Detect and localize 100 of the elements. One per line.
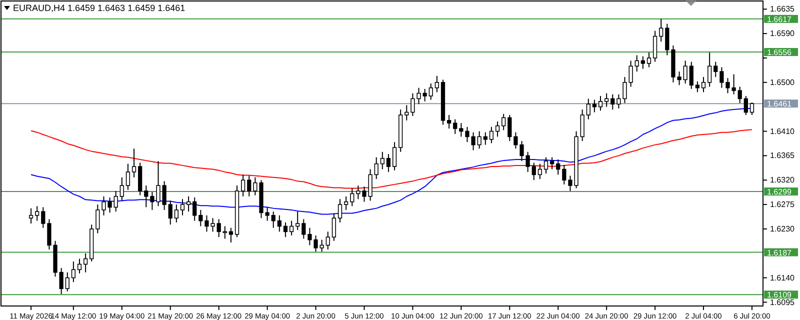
candlestick bbox=[634, 54, 639, 72]
candlestick bbox=[714, 61, 718, 78]
candlestick bbox=[610, 94, 615, 110]
candlestick bbox=[228, 227, 234, 244]
candlestick bbox=[302, 218, 306, 240]
candlestick bbox=[168, 200, 172, 226]
candlestick bbox=[738, 86, 742, 104]
ref-line-label: 1.6109 bbox=[767, 290, 792, 300]
candlestick bbox=[380, 151, 384, 170]
ref-line-label: 1.6556 bbox=[767, 48, 792, 58]
candlestick bbox=[508, 114, 512, 142]
candlestick bbox=[404, 104, 409, 121]
candlestick bbox=[550, 156, 554, 170]
candlestick bbox=[646, 52, 652, 68]
candlestick bbox=[683, 60, 688, 84]
candlestick bbox=[132, 148, 136, 178]
candlestick bbox=[174, 204, 178, 223]
candlestick bbox=[35, 206, 40, 222]
candlestick bbox=[332, 213, 336, 242]
candlestick bbox=[750, 102, 754, 116]
candlestick bbox=[338, 198, 342, 223]
candlestick bbox=[320, 239, 324, 252]
candlestick bbox=[446, 114, 452, 130]
candlestick bbox=[592, 99, 597, 113]
candlestick bbox=[241, 174, 246, 197]
candlestick bbox=[720, 66, 724, 88]
candlestick bbox=[350, 188, 354, 207]
candlestick bbox=[392, 142, 397, 171]
candlestick bbox=[598, 95, 603, 112]
candlestick bbox=[689, 61, 694, 90]
candlestick bbox=[65, 272, 70, 292]
candlestick bbox=[216, 218, 221, 238]
y-tick-label: 1.6590 bbox=[770, 29, 796, 38]
candlestick bbox=[144, 185, 148, 208]
candlestick bbox=[665, 23, 670, 56]
candlestick bbox=[277, 214, 282, 232]
candlestick bbox=[344, 196, 348, 210]
candlestick bbox=[640, 56, 645, 70]
candlestick bbox=[386, 154, 391, 172]
ref-line-label: 1.6617 bbox=[767, 14, 792, 24]
candlestick bbox=[544, 156, 548, 174]
candlestick bbox=[186, 196, 191, 212]
candlestick bbox=[453, 118, 458, 134]
y-tick-label: 1.6635 bbox=[770, 4, 796, 14]
candlestick bbox=[483, 132, 488, 146]
candlestick bbox=[502, 113, 506, 131]
candlestick bbox=[532, 162, 536, 181]
candlestick bbox=[374, 156, 378, 180]
candlestick bbox=[562, 164, 566, 185]
chart-title: EURAUD,H4 1.6459 1.6463 1.6459 1.6461 bbox=[13, 3, 186, 13]
candlestick bbox=[83, 252, 88, 273]
ref-line-label: 1.6187 bbox=[767, 248, 792, 258]
candlestick bbox=[538, 163, 542, 180]
candlestick bbox=[296, 211, 300, 231]
candlestick bbox=[495, 120, 500, 138]
candlestick bbox=[434, 75, 440, 93]
candlestick bbox=[114, 190, 118, 212]
candlestick bbox=[283, 222, 288, 238]
y-tick-label: 1.6230 bbox=[770, 224, 796, 234]
candlestick bbox=[659, 18, 664, 42]
y-tick-label: 1.6095 bbox=[770, 298, 796, 307]
candlestick bbox=[707, 52, 712, 88]
candlestick bbox=[459, 122, 464, 138]
candlestick bbox=[198, 209, 203, 227]
candlestick bbox=[556, 158, 560, 176]
candlestick bbox=[489, 126, 494, 144]
candlestick bbox=[586, 98, 590, 120]
y-tick-label: 1.6500 bbox=[770, 78, 796, 87]
candlestick bbox=[126, 163, 130, 190]
candlestick bbox=[477, 130, 482, 150]
candlestick bbox=[604, 92, 609, 108]
candlestick bbox=[580, 109, 584, 142]
candlestick bbox=[96, 204, 100, 234]
candlestick bbox=[652, 30, 658, 62]
candlestick bbox=[71, 261, 76, 283]
candlestick bbox=[326, 231, 330, 250]
y-tick-label: 1.6410 bbox=[770, 126, 796, 136]
ref-line-label: 1.6299 bbox=[767, 187, 792, 196]
y-tick-label: 1.6365 bbox=[770, 151, 796, 160]
y-tick-label: 1.6275 bbox=[770, 200, 796, 210]
y-tick-label: 1.6320 bbox=[770, 176, 796, 185]
ref-line-label: 1.6461 bbox=[767, 100, 792, 109]
candlestick bbox=[192, 196, 197, 222]
candlestick bbox=[120, 176, 124, 202]
candlestick bbox=[222, 226, 227, 240]
candlestick bbox=[271, 211, 276, 228]
candlestick bbox=[180, 198, 185, 216]
candlestick bbox=[422, 88, 427, 102]
candlestick bbox=[77, 258, 82, 274]
candlestick bbox=[744, 95, 748, 116]
candlestick bbox=[41, 206, 46, 228]
candlestick bbox=[289, 220, 294, 236]
candlestick bbox=[247, 175, 252, 197]
candlestick bbox=[701, 76, 706, 93]
candlestick bbox=[28, 208, 34, 224]
candlestick bbox=[356, 185, 360, 200]
candlestick bbox=[59, 268, 64, 295]
candlestick bbox=[428, 82, 433, 100]
candlestick bbox=[695, 80, 700, 93]
y-tick-label: 1.6140 bbox=[770, 273, 796, 282]
